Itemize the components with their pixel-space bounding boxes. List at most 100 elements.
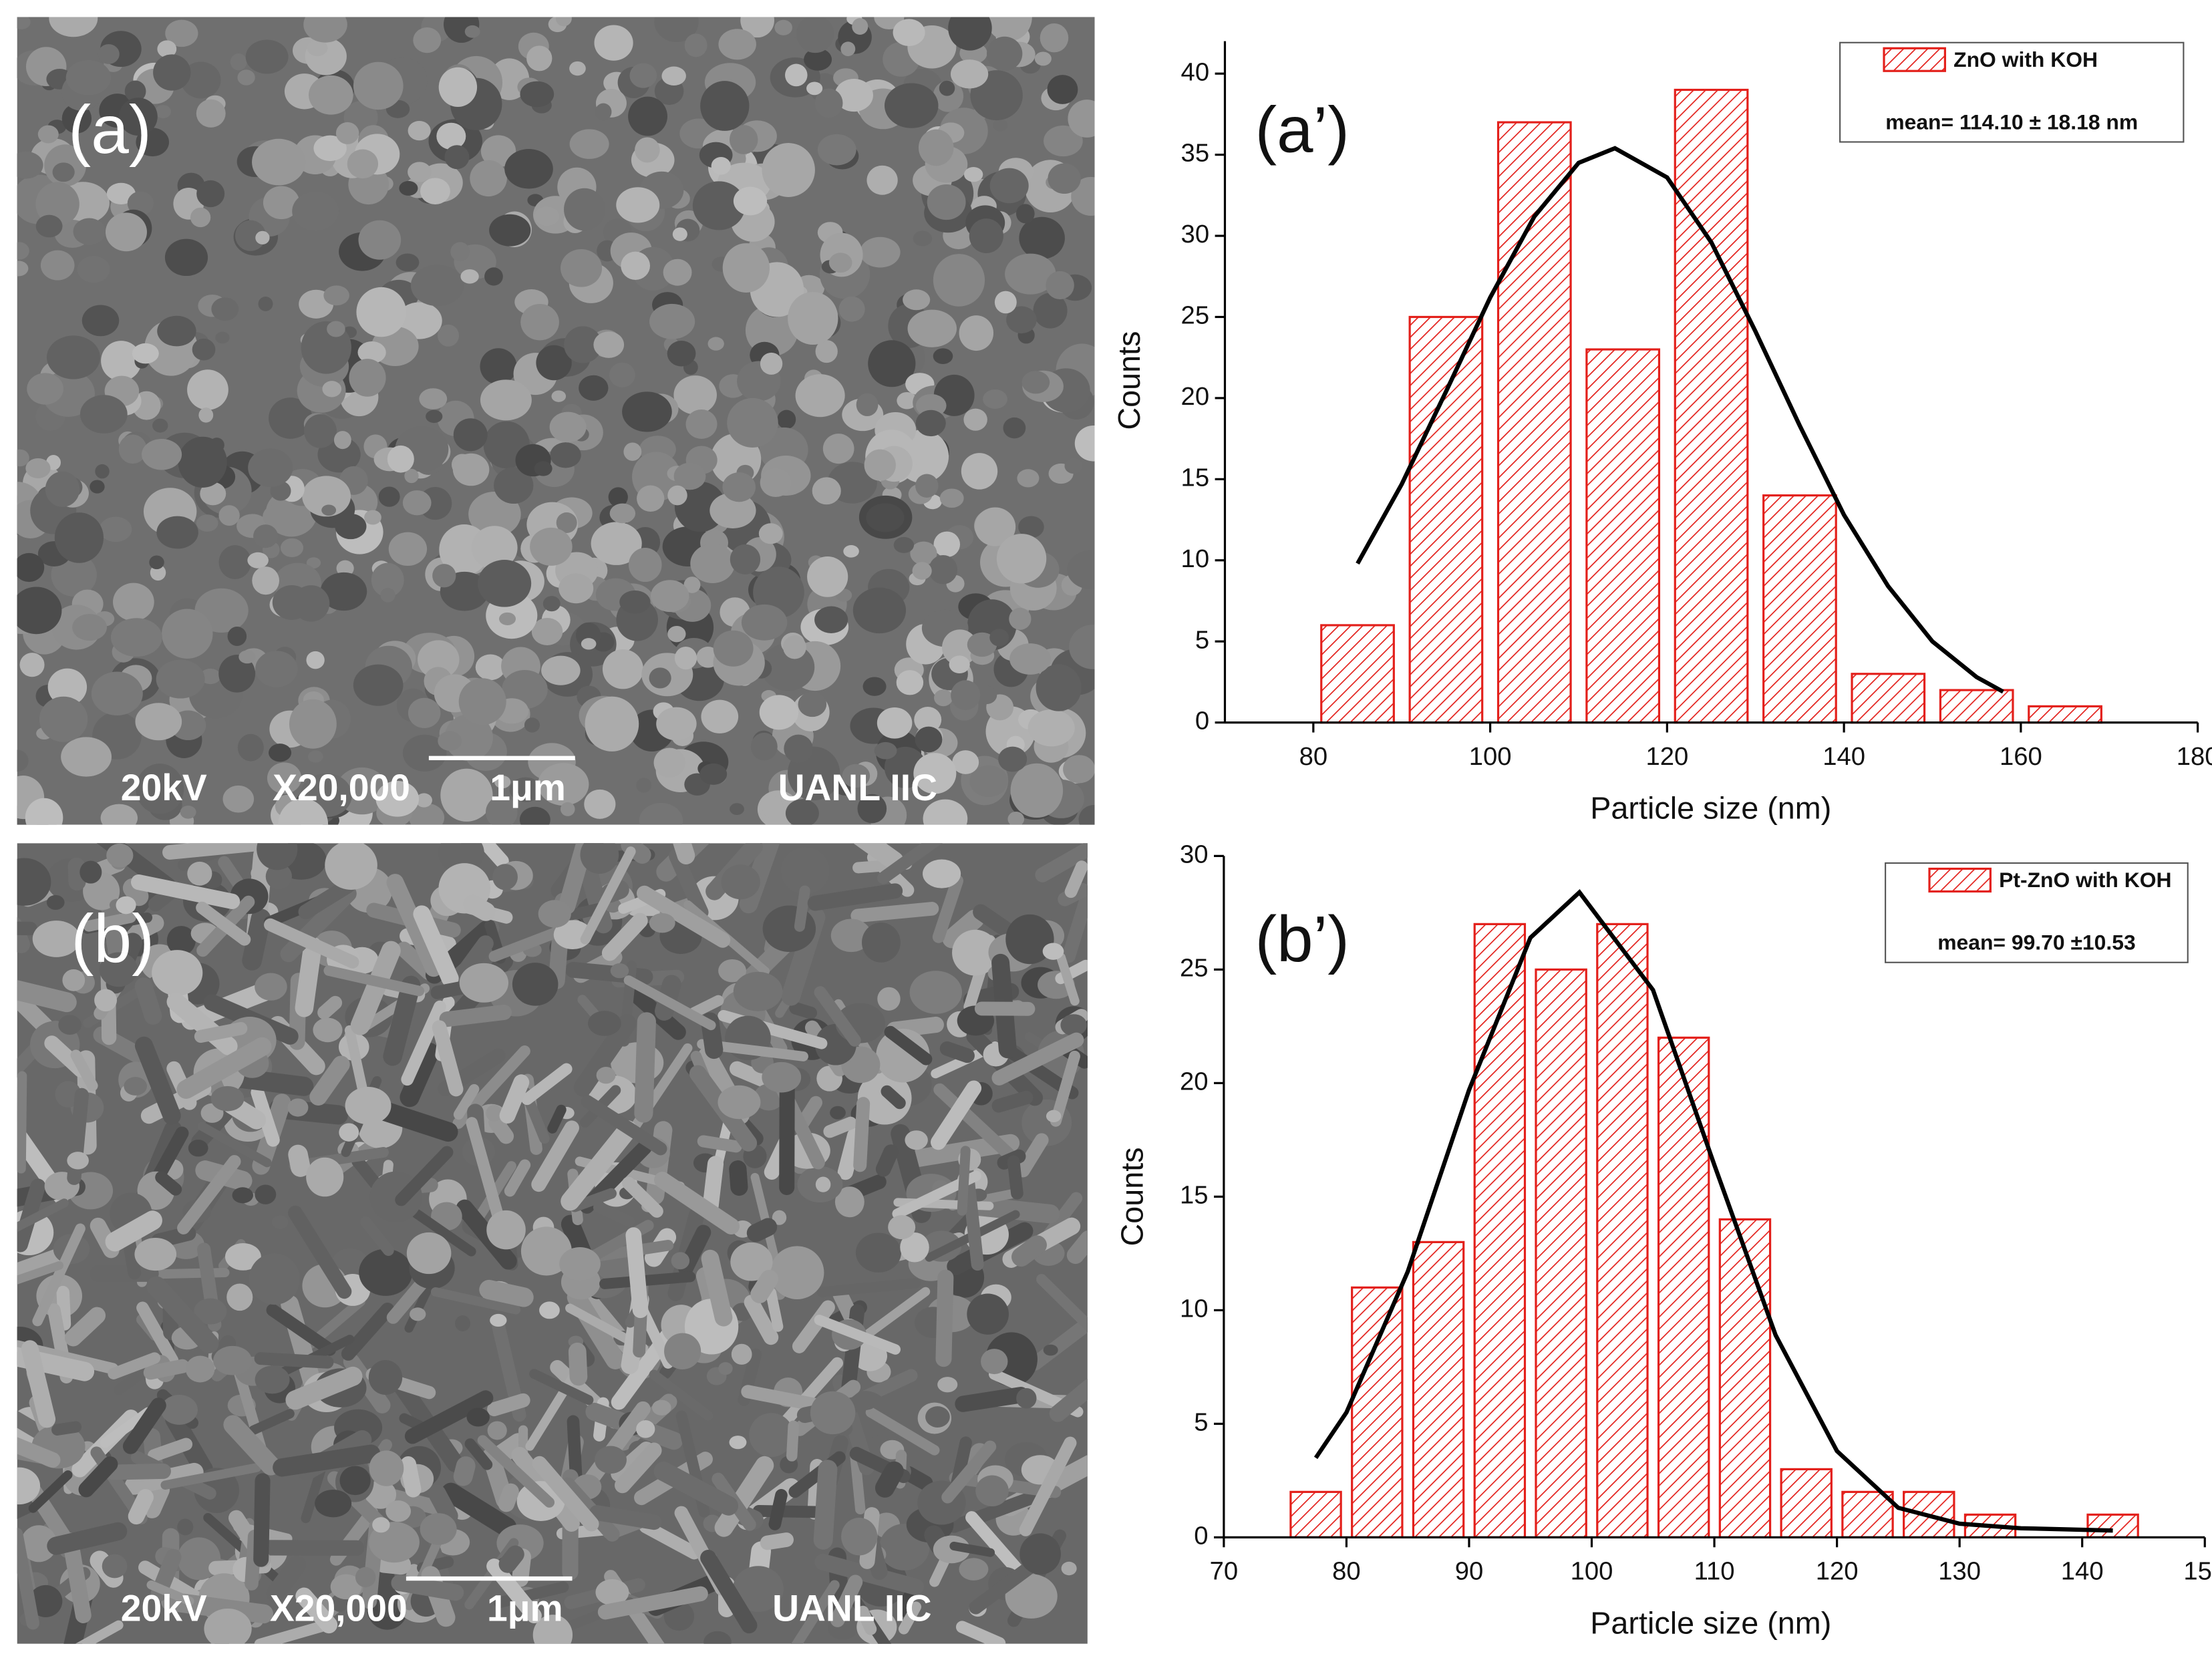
texture	[239, 650, 256, 664]
texture	[991, 1090, 1034, 1113]
texture	[991, 1032, 1084, 1086]
texture	[29, 1585, 63, 1617]
texture	[560, 802, 575, 816]
texture	[1050, 1050, 1080, 1127]
texture	[915, 474, 939, 498]
texture	[760, 1532, 794, 1550]
x-tick-label: 70	[1210, 1557, 1239, 1586]
texture	[555, 17, 572, 27]
texture	[909, 971, 963, 1014]
texture	[636, 778, 652, 793]
texture	[564, 188, 605, 231]
legend-swatch	[1883, 47, 1946, 72]
texture	[408, 162, 432, 182]
texture	[200, 482, 226, 506]
texture	[621, 251, 651, 280]
texture	[98, 44, 120, 64]
texture	[948, 17, 992, 51]
texture	[1069, 625, 1095, 669]
texture	[874, 741, 897, 760]
texture	[584, 789, 616, 819]
texture	[349, 359, 386, 397]
texture	[196, 901, 251, 946]
y-tick-label: 30	[1180, 840, 1209, 868]
texture	[1003, 417, 1026, 439]
x-tick-label: 120	[1645, 742, 1688, 771]
texture	[942, 629, 978, 666]
texture	[950, 1436, 972, 1490]
texture	[95, 464, 110, 479]
texture	[420, 178, 450, 205]
panel-label: (a’)	[1255, 94, 1350, 166]
texture	[1005, 1574, 1058, 1619]
texture	[486, 1104, 502, 1122]
texture	[357, 341, 386, 364]
texture	[1007, 1155, 1023, 1200]
bar	[2086, 1513, 2139, 1538]
texture	[519, 806, 550, 825]
texture	[122, 1397, 166, 1454]
sem-image	[17, 17, 1095, 825]
texture	[157, 40, 177, 58]
x-axis-label: Particle size (nm)	[1590, 1605, 1831, 1640]
texture	[561, 903, 604, 922]
texture	[674, 646, 697, 670]
texture	[567, 1287, 625, 1369]
texture	[595, 103, 612, 121]
texture	[494, 1581, 569, 1609]
texture	[965, 1511, 1028, 1581]
texture	[915, 726, 943, 753]
texture	[937, 1377, 958, 1393]
texture	[118, 434, 147, 464]
texture	[440, 768, 493, 822]
texture	[635, 137, 660, 163]
texture	[560, 248, 603, 287]
texture	[339, 1466, 371, 1496]
texture	[100, 804, 138, 825]
texture	[419, 388, 448, 409]
texture	[106, 1463, 171, 1480]
x-tick-label: 80	[1332, 1557, 1361, 1586]
texture	[722, 243, 770, 293]
y-tick-label: 30	[1181, 220, 1210, 248]
texture	[252, 566, 280, 595]
texture	[358, 220, 402, 260]
texture	[700, 81, 750, 131]
texture	[636, 1420, 655, 1438]
texture	[289, 699, 337, 749]
texture	[591, 522, 642, 565]
texture	[124, 80, 146, 102]
texture	[1060, 1014, 1088, 1036]
texture	[504, 149, 553, 189]
texture	[155, 105, 172, 118]
texture	[149, 555, 164, 570]
texture	[770, 1246, 824, 1299]
texture	[148, 1438, 193, 1462]
texture	[498, 1483, 519, 1512]
texture	[1068, 100, 1095, 138]
texture	[371, 562, 404, 597]
y-tick-label: 10	[1180, 1294, 1209, 1323]
texture	[1056, 953, 1080, 1006]
texture	[135, 703, 182, 741]
texture	[1009, 607, 1032, 630]
texture	[550, 442, 581, 468]
texture	[438, 324, 460, 347]
texture	[856, 393, 879, 417]
texture	[815, 1176, 831, 1192]
texture	[152, 950, 203, 996]
texture	[166, 926, 196, 956]
bar	[1320, 624, 1395, 724]
texture	[230, 53, 247, 71]
texture	[187, 369, 228, 410]
texture	[866, 503, 905, 532]
texture	[180, 806, 196, 819]
texture	[623, 442, 642, 461]
texture	[192, 338, 216, 361]
texture	[636, 885, 731, 948]
texture	[17, 151, 43, 179]
texture	[269, 397, 313, 439]
texture	[39, 696, 88, 742]
y-tick-label: 15	[1181, 463, 1210, 492]
texture	[32, 921, 81, 957]
